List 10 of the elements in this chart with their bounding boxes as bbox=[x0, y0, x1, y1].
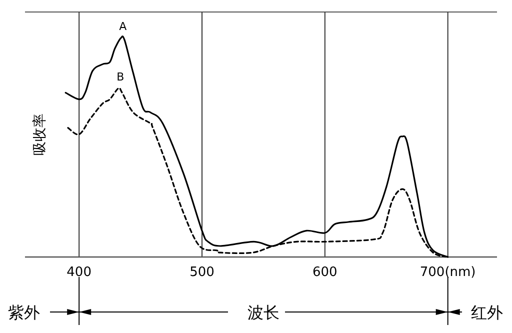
x-tick-label: 700(nm) bbox=[420, 265, 476, 280]
x-axis-title: 波长 bbox=[247, 303, 280, 322]
text: 红外 bbox=[471, 303, 503, 322]
x-tick-label: 500 bbox=[190, 265, 214, 280]
text: 紫外 bbox=[8, 303, 40, 322]
series-label: A bbox=[119, 20, 128, 33]
x-tick-label: 400 bbox=[66, 265, 92, 280]
y-axis-title: 吸收率 bbox=[32, 114, 48, 156]
x-tick-label: 600 bbox=[312, 265, 338, 280]
series-label: B bbox=[116, 70, 124, 84]
